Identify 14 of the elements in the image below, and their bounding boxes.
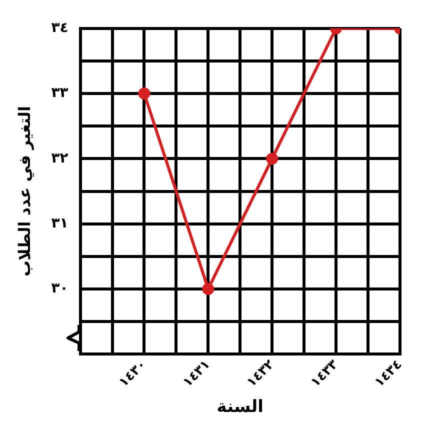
point [266,152,278,165]
y-tick-label: ٣٣ [51,85,69,102]
x-tick-label: ١٤٣١ [180,357,214,390]
y-tick-label: ٣٢ [51,150,69,166]
x-tick-label: ١٤٣٤ [372,357,406,390]
y-tick-label: ٣٠ [51,280,68,297]
x-axis-title: السنة [216,397,264,418]
y-tick-label: ٣١ [51,215,68,232]
x-tick-label: ١٤٣٣ [308,357,342,390]
point [202,282,214,295]
x-tick-label: ١٤٣٠ [116,357,150,390]
y-tick-label: ٣٤ [51,20,68,36]
y-axis-title: التغير في عدد الطلاب [14,106,34,277]
x-tick-label: ١٤٣٢ [244,357,278,390]
